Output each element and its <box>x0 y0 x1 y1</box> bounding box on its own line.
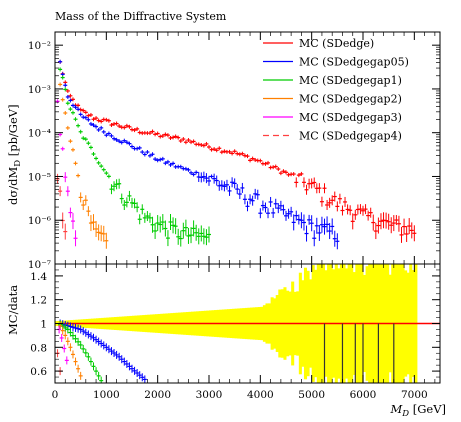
ratio-series-0 <box>60 322 440 383</box>
legend-label-0: MC (SDedge) <box>299 37 374 50</box>
main-panel: 10⁻⁷ 10⁻⁶ 10⁻⁵ 10⁻⁴ 10⁻³ 10⁻² dσ/dMD [pb/GeV] <box>6 31 441 271</box>
ratio-y-tick-label: 0.6 <box>30 366 47 378</box>
main-y-tick-label: 10⁻⁶ <box>28 215 51 227</box>
ratio-y-axis-label: MC/data <box>6 285 20 335</box>
x-axis-label: MD [GeV] <box>389 402 446 419</box>
ratio-y-tick-label: 1.4 <box>30 271 47 283</box>
main-y-axis-label: dσ/dMD [pb/GeV] <box>6 104 23 205</box>
legend: MC (SDedge) MC (SDedgegap05) MC (SDedgegap… <box>263 37 409 143</box>
main-series-4 <box>55 99 78 247</box>
main-series-1 <box>58 59 340 250</box>
ratio-series-2 <box>58 320 104 383</box>
ratio-series-4 <box>57 325 69 365</box>
x-tick-label: 6000 <box>350 389 377 401</box>
ratio-series-1 <box>58 319 147 383</box>
legend-label-1: MC (SDedgegap05) <box>299 56 409 69</box>
ratio-y-tick-label: 0.8 <box>30 342 47 354</box>
x-tick-label: 2000 <box>144 389 171 401</box>
main-series-2 <box>58 67 211 247</box>
ratio-y-tick-label: 1 <box>40 319 47 331</box>
chart-title: Mass of the Diffractive System <box>55 10 227 23</box>
main-y-tick-label: 10⁻³ <box>28 84 51 96</box>
main-series-3 <box>58 82 109 249</box>
x-tick-label: 4000 <box>247 389 274 401</box>
main-series-0 <box>58 59 417 243</box>
x-tick-label: 7000 <box>401 389 428 401</box>
main-y-tick-label: 10⁻⁴ <box>28 128 51 140</box>
ratio-panel: 0.6 0.8 1 1.2 1.4 0 1000 2000 3000 4000 5000 6000 7… <box>6 263 446 419</box>
x-tick-label: 0 <box>52 389 59 401</box>
ratio-y-tick-label: 1.2 <box>30 295 47 307</box>
main-y-tick-label: 10⁻⁷ <box>28 259 51 271</box>
x-tick-label: 1000 <box>93 389 120 401</box>
x-tick-label: 5000 <box>298 389 325 401</box>
legend-label-2: MC (SDedgegap1) <box>299 74 402 87</box>
main-y-tick-label: 10⁻⁵ <box>28 171 51 183</box>
legend-label-5: MC (SDedgegap4) <box>299 130 402 143</box>
legend-label-3: MC (SDedgegap2) <box>299 93 402 106</box>
ratio-series-3 <box>58 321 83 380</box>
main-y-tick-label: 10⁻² <box>28 40 51 52</box>
x-tick-label: 3000 <box>196 389 223 401</box>
legend-label-4: MC (SDedgegap3) <box>299 111 402 124</box>
